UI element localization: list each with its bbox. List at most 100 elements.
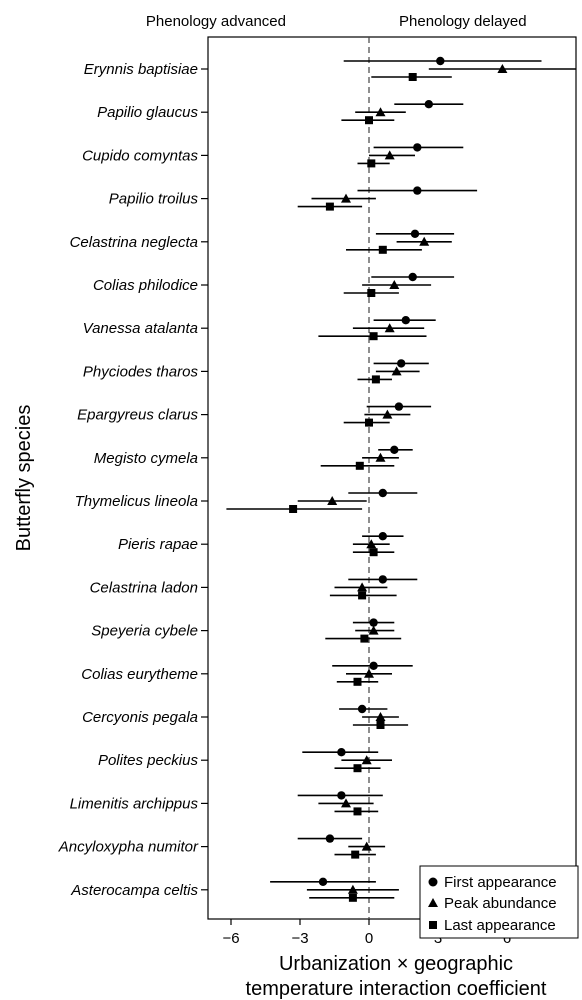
species-label: Colias eurytheme xyxy=(81,666,198,683)
point-last-appearance xyxy=(360,634,369,643)
point-first-appearance xyxy=(436,56,445,66)
point-first-appearance xyxy=(397,359,406,368)
point-last-appearance xyxy=(348,893,357,902)
point-peak-abundance xyxy=(375,452,386,462)
point-first-appearance xyxy=(413,143,422,152)
point-peak-abundance xyxy=(341,798,351,808)
point-first-appearance xyxy=(325,834,335,843)
legend-label-peak: Peak abundance xyxy=(444,895,557,912)
legend-label-last: Last appearance xyxy=(444,917,556,934)
point-last-appearance xyxy=(369,332,378,341)
x-axis-label-line-2: temperature interaction coefficient xyxy=(246,978,547,1000)
point-last-appearance xyxy=(365,418,373,427)
point-peak-abundance xyxy=(497,64,508,73)
x-tick-label: −3 xyxy=(291,930,308,947)
species-label: Celastrina ladon xyxy=(90,579,198,596)
species-label: Papilio glaucus xyxy=(97,104,198,121)
point-peak-abundance xyxy=(341,193,351,203)
point-last-appearance xyxy=(289,505,298,513)
point-peak-abundance xyxy=(364,668,374,678)
point-first-appearance xyxy=(369,661,378,670)
point-peak-abundance xyxy=(389,280,400,289)
point-peak-abundance xyxy=(419,236,430,246)
y-axis-label: Butterfly species xyxy=(13,405,35,552)
point-first-appearance xyxy=(369,618,378,627)
x-axis-label-line-1: Urbanization × geographic xyxy=(279,953,513,975)
species-label: Epargyreus clarus xyxy=(77,407,198,424)
point-first-appearance xyxy=(357,704,367,714)
point-first-appearance xyxy=(408,272,417,282)
point-last-appearance xyxy=(369,548,378,557)
legend-box xyxy=(419,865,579,939)
point-last-appearance xyxy=(408,73,417,81)
species-label: Phyciodes tharos xyxy=(83,363,199,380)
species-label: Cupido comyntas xyxy=(82,147,198,164)
point-last-appearance xyxy=(376,721,385,729)
point-first-appearance xyxy=(337,748,346,757)
species-label: Papilio troilus xyxy=(109,191,199,208)
point-last-appearance xyxy=(353,807,362,816)
point-peak-abundance xyxy=(384,323,395,333)
point-peak-abundance xyxy=(368,625,379,635)
legend: First appearance Peak abundance Last app… xyxy=(419,865,579,939)
species-label: Ancyloxypha numitor xyxy=(58,839,199,856)
x-tick-label: 0 xyxy=(365,930,373,947)
point-first-appearance xyxy=(410,229,420,238)
point-first-appearance xyxy=(318,877,328,886)
legend-marker-circle xyxy=(428,877,438,887)
point-peak-abundance xyxy=(366,539,377,549)
x-tick-label: −6 xyxy=(222,930,239,947)
species-label: Limenitis archippus xyxy=(70,795,199,812)
legend-marker-triangle xyxy=(428,898,438,907)
point-peak-abundance xyxy=(391,366,402,376)
point-last-appearance xyxy=(367,289,376,297)
legend-label-first: First appearance xyxy=(444,874,557,891)
species-label: Speyeria cybele xyxy=(91,623,198,640)
species-label: Celastrina neglecta xyxy=(70,234,198,251)
species-label: Megisto cymela xyxy=(94,450,198,467)
point-peak-abundance xyxy=(361,755,372,765)
point-peak-abundance xyxy=(384,150,395,160)
point-last-appearance xyxy=(351,850,360,859)
point-last-appearance xyxy=(353,764,362,773)
species-label: Asterocampa celtis xyxy=(70,882,198,899)
point-last-appearance xyxy=(371,375,380,384)
point-last-appearance xyxy=(325,202,334,211)
species-label: Pieris rapae xyxy=(118,536,198,553)
species-label: Polites peckius xyxy=(98,752,199,769)
point-peak-abundance xyxy=(382,409,393,419)
point-last-appearance xyxy=(367,159,376,168)
top-label-advanced: Phenology advanced xyxy=(146,13,286,30)
point-last-appearance xyxy=(358,591,367,600)
plot-frame xyxy=(207,36,577,920)
species-labels: Erynnis baptisiae Papilio glaucus Cupido c… xyxy=(58,61,208,899)
point-last-appearance xyxy=(378,245,387,254)
point-first-appearance xyxy=(378,488,387,498)
species-label: Colias philodice xyxy=(93,277,198,294)
point-last-appearance xyxy=(365,116,373,125)
point-last-appearance xyxy=(355,461,364,470)
species-label: Cercyonis pegala xyxy=(82,709,198,726)
point-first-appearance xyxy=(337,791,346,800)
point-first-appearance xyxy=(390,445,399,454)
point-peak-abundance xyxy=(357,582,368,592)
point-first-appearance xyxy=(424,100,433,109)
point-last-appearance xyxy=(353,677,362,686)
point-peak-abundance xyxy=(347,884,358,894)
point-first-appearance xyxy=(413,186,422,195)
point-peak-abundance xyxy=(375,107,386,117)
series-layer xyxy=(226,56,576,902)
point-first-appearance xyxy=(378,575,387,584)
species-label: Thymelicus lineola xyxy=(75,493,198,510)
point-peak-abundance xyxy=(361,841,372,851)
point-peak-abundance xyxy=(327,496,338,505)
species-label: Erynnis baptisiae xyxy=(84,61,198,78)
top-label-delayed: Phenology delayed xyxy=(399,13,527,30)
point-peak-abundance xyxy=(375,712,386,721)
point-first-appearance xyxy=(401,316,410,325)
point-first-appearance xyxy=(378,532,387,541)
species-label: Vanessa atalanta xyxy=(83,320,198,337)
point-first-appearance xyxy=(394,402,404,411)
legend-marker-square xyxy=(429,921,437,929)
